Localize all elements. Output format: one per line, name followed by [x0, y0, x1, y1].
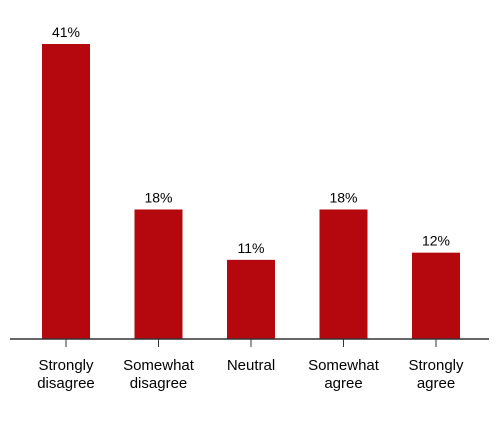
value-label-3: 18% [329, 189, 357, 205]
x-tick-label-3-1: agree [324, 375, 362, 392]
x-tick-label-4-1: agree [417, 375, 455, 392]
x-tick-label-0-1: disagree [37, 375, 95, 392]
bar-2 [227, 259, 275, 339]
x-tick-label-2-0: Neutral [227, 357, 275, 374]
value-label-2: 11% [238, 240, 265, 256]
x-tick-label-1-0: Somewhat [123, 357, 195, 374]
bar-0 [42, 44, 90, 339]
x-tick-label-4-0: Strongly [408, 357, 464, 374]
bar-1 [134, 209, 183, 339]
value-label-4: 12% [422, 233, 450, 249]
x-tick-label-0-0: Strongly [38, 357, 94, 374]
value-label-1: 18% [144, 189, 172, 205]
x-tick-label-3-0: Somewhat [308, 357, 380, 374]
x-tick-label-1-1: disagree [130, 375, 188, 392]
bar-3 [319, 209, 368, 339]
value-label-0: 41% [52, 24, 80, 40]
bar-4 [412, 252, 460, 339]
